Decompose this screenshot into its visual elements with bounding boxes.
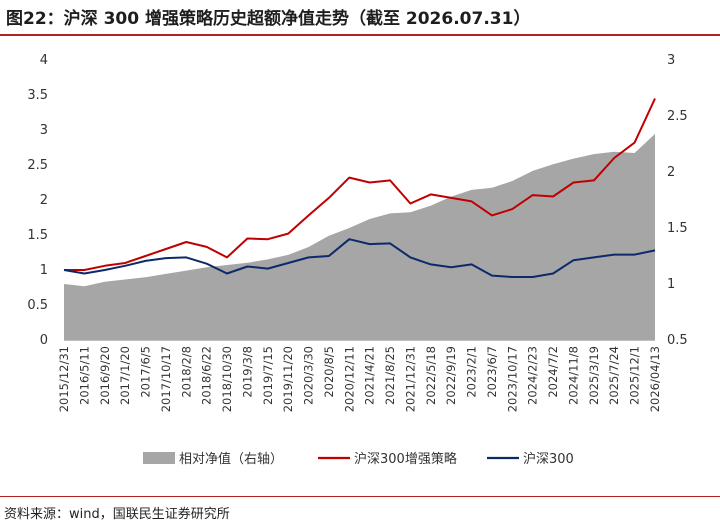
source-note: 资料来源：wind，国联民生证券研究所 bbox=[4, 507, 230, 522]
legend: 相对净值（右轴） 沪深300增强策略 沪深300 bbox=[143, 451, 574, 467]
series-strategy-line bbox=[64, 98, 656, 271]
x-tick-label: 2019/11/20 bbox=[281, 346, 295, 412]
y-left-tick-label: 0 bbox=[40, 333, 48, 348]
title-divider bbox=[0, 34, 720, 36]
y-left-tick-label: 1.5 bbox=[27, 228, 48, 243]
y-left-tick-label: 3 bbox=[40, 123, 48, 138]
x-tick-label: 2024/2/23 bbox=[526, 346, 540, 405]
y-left-tick-label: 3.5 bbox=[27, 88, 48, 103]
legend-index-label: 沪深300 bbox=[523, 451, 574, 467]
x-tick-label: 2018/2/8 bbox=[179, 346, 193, 398]
x-tick-label: 2020/3/30 bbox=[302, 346, 316, 405]
x-tick-label: 2023/10/17 bbox=[505, 346, 519, 412]
x-tick-label: 2017/6/5 bbox=[139, 346, 153, 398]
series-index-line bbox=[63, 238, 656, 278]
x-tick-label: 2025/3/19 bbox=[587, 346, 601, 405]
x-tick-label: 2017/1/20 bbox=[118, 346, 132, 405]
y-left-tick-label: 2.5 bbox=[27, 158, 48, 173]
x-tick-label: 2025/7/24 bbox=[607, 346, 621, 405]
x-tick-label: 2023/6/7 bbox=[485, 346, 499, 398]
x-tick-label: 2020/8/5 bbox=[322, 346, 336, 398]
x-tick-label: 2015/12/31 bbox=[57, 346, 71, 412]
x-tick-label: 2023/2/1 bbox=[465, 346, 479, 398]
x-tick-label: 2021/4/21 bbox=[363, 346, 377, 405]
x-tick-label: 2024/7/2 bbox=[546, 346, 560, 398]
y-right-tick-label: 2 bbox=[667, 165, 675, 180]
series-excess-area bbox=[64, 133, 655, 340]
footer-divider bbox=[0, 496, 720, 497]
y-right-tick-label: 2.5 bbox=[667, 109, 688, 124]
x-tick-label: 2026/04/13 bbox=[648, 346, 662, 412]
x-tick-label: 2019/3/8 bbox=[240, 346, 254, 398]
legend-excess-label: 相对净值（右轴） bbox=[179, 451, 283, 467]
chart-svg: 0 0.5 1 1.5 2 2.5 3 3.5 4 0.5 1 1.5 2 2.5 3 2015/12/31 2… bbox=[27, 53, 687, 467]
x-tick-label: 2025/12/1 bbox=[628, 346, 642, 405]
x-tick-label: 2022/5/18 bbox=[424, 346, 438, 405]
y-left-tick-label: 0.5 bbox=[27, 298, 48, 313]
y-left-tick-label: 2 bbox=[40, 193, 48, 208]
y-left-tick-label: 1 bbox=[40, 263, 48, 278]
y-left-tick-label: 4 bbox=[40, 53, 48, 68]
x-tick-label: 2018/6/22 bbox=[200, 346, 214, 405]
x-tick-label: 2024/11/8 bbox=[566, 346, 580, 405]
x-tick-label: 2021/8/25 bbox=[383, 346, 397, 405]
x-tick-label: 2020/12/11 bbox=[342, 346, 356, 412]
x-tick-label: 2017/10/17 bbox=[159, 346, 173, 412]
axis-layer: 0 0.5 1 1.5 2 2.5 3 3.5 4 0.5 1 1.5 2 2.5 3 2015/12/31 2… bbox=[27, 53, 687, 412]
line-layer bbox=[63, 98, 656, 278]
y-right-tick-label: 1.5 bbox=[667, 221, 688, 236]
x-tick-label: 2016/9/20 bbox=[98, 346, 112, 405]
area-layer bbox=[64, 133, 655, 340]
legend-excess-swatch bbox=[143, 452, 175, 464]
y-right-tick-label: 1 bbox=[667, 277, 675, 292]
x-tick-label: 2018/10/30 bbox=[220, 346, 234, 412]
x-tick-label: 2021/12/31 bbox=[403, 346, 417, 412]
x-tick-label: 2022/9/19 bbox=[444, 346, 458, 405]
y-right-tick-label: 3 bbox=[667, 53, 675, 68]
x-tick-label: 2016/5/11 bbox=[77, 346, 91, 405]
x-tick-label: 2019/7/15 bbox=[261, 346, 275, 405]
legend-strategy-label: 沪深300增强策略 bbox=[354, 451, 457, 467]
chart-title: 图22：沪深 300 增强策略历史超额净值走势（截至 2026.07.31） bbox=[6, 9, 531, 29]
y-right-tick-label: 0.5 bbox=[667, 333, 688, 348]
